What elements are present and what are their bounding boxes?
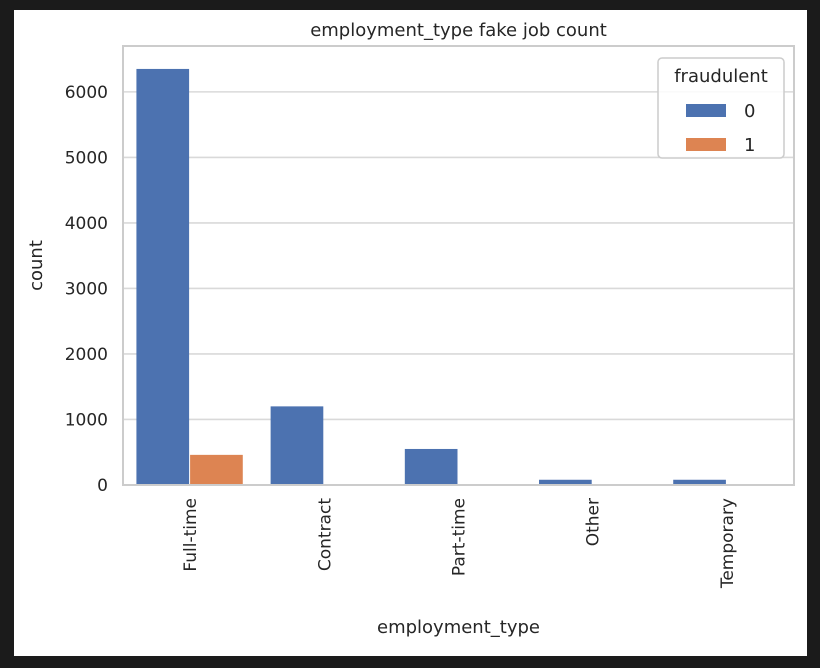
y-axis-label: count	[26, 240, 47, 291]
x-tick-labels: Full-time Contract Part-time Other Temporary	[181, 498, 738, 589]
legend-entries: 01	[686, 101, 755, 156]
legend-swatch	[686, 138, 726, 151]
y-tick-label: 4000	[65, 214, 108, 234]
bar-full-time-series-0	[136, 68, 190, 486]
bar-full-time-series-1	[190, 454, 243, 485]
legend-title: fraudulent	[674, 66, 768, 87]
y-tick-label: 6000	[65, 83, 108, 103]
x-tick-label: Temporary	[718, 498, 738, 589]
x-tick-label: Full-time	[181, 498, 201, 572]
legend: fraudulent 01	[657, 57, 785, 159]
x-tick-label: Contract	[315, 498, 335, 571]
y-tick-label: 2000	[65, 345, 108, 365]
bar-other-series-0	[539, 479, 592, 485]
x-axis-label: employment_type	[377, 617, 540, 638]
legend-label: 0	[744, 101, 755, 122]
axes-border	[122, 45, 795, 486]
bar-part-time-series-0	[404, 448, 458, 485]
legend-label: 1	[744, 135, 755, 156]
bar-temporary-series-0	[673, 479, 726, 485]
bars	[136, 68, 780, 486]
y-tick-label: 5000	[65, 148, 108, 168]
y-tick-labels: 0 1000 2000 3000 4000 5000 6000	[65, 83, 108, 496]
x-tick-label: Part-time	[450, 498, 470, 576]
y-tick-label: 3000	[65, 279, 108, 299]
y-tick-label: 0	[97, 476, 108, 496]
chart-title: employment_type fake job count	[310, 20, 607, 41]
bar-contract-series-0	[270, 406, 324, 485]
y-tick-label: 1000	[65, 410, 108, 430]
legend-swatch	[686, 104, 726, 117]
x-tick-label: Other	[584, 498, 604, 546]
